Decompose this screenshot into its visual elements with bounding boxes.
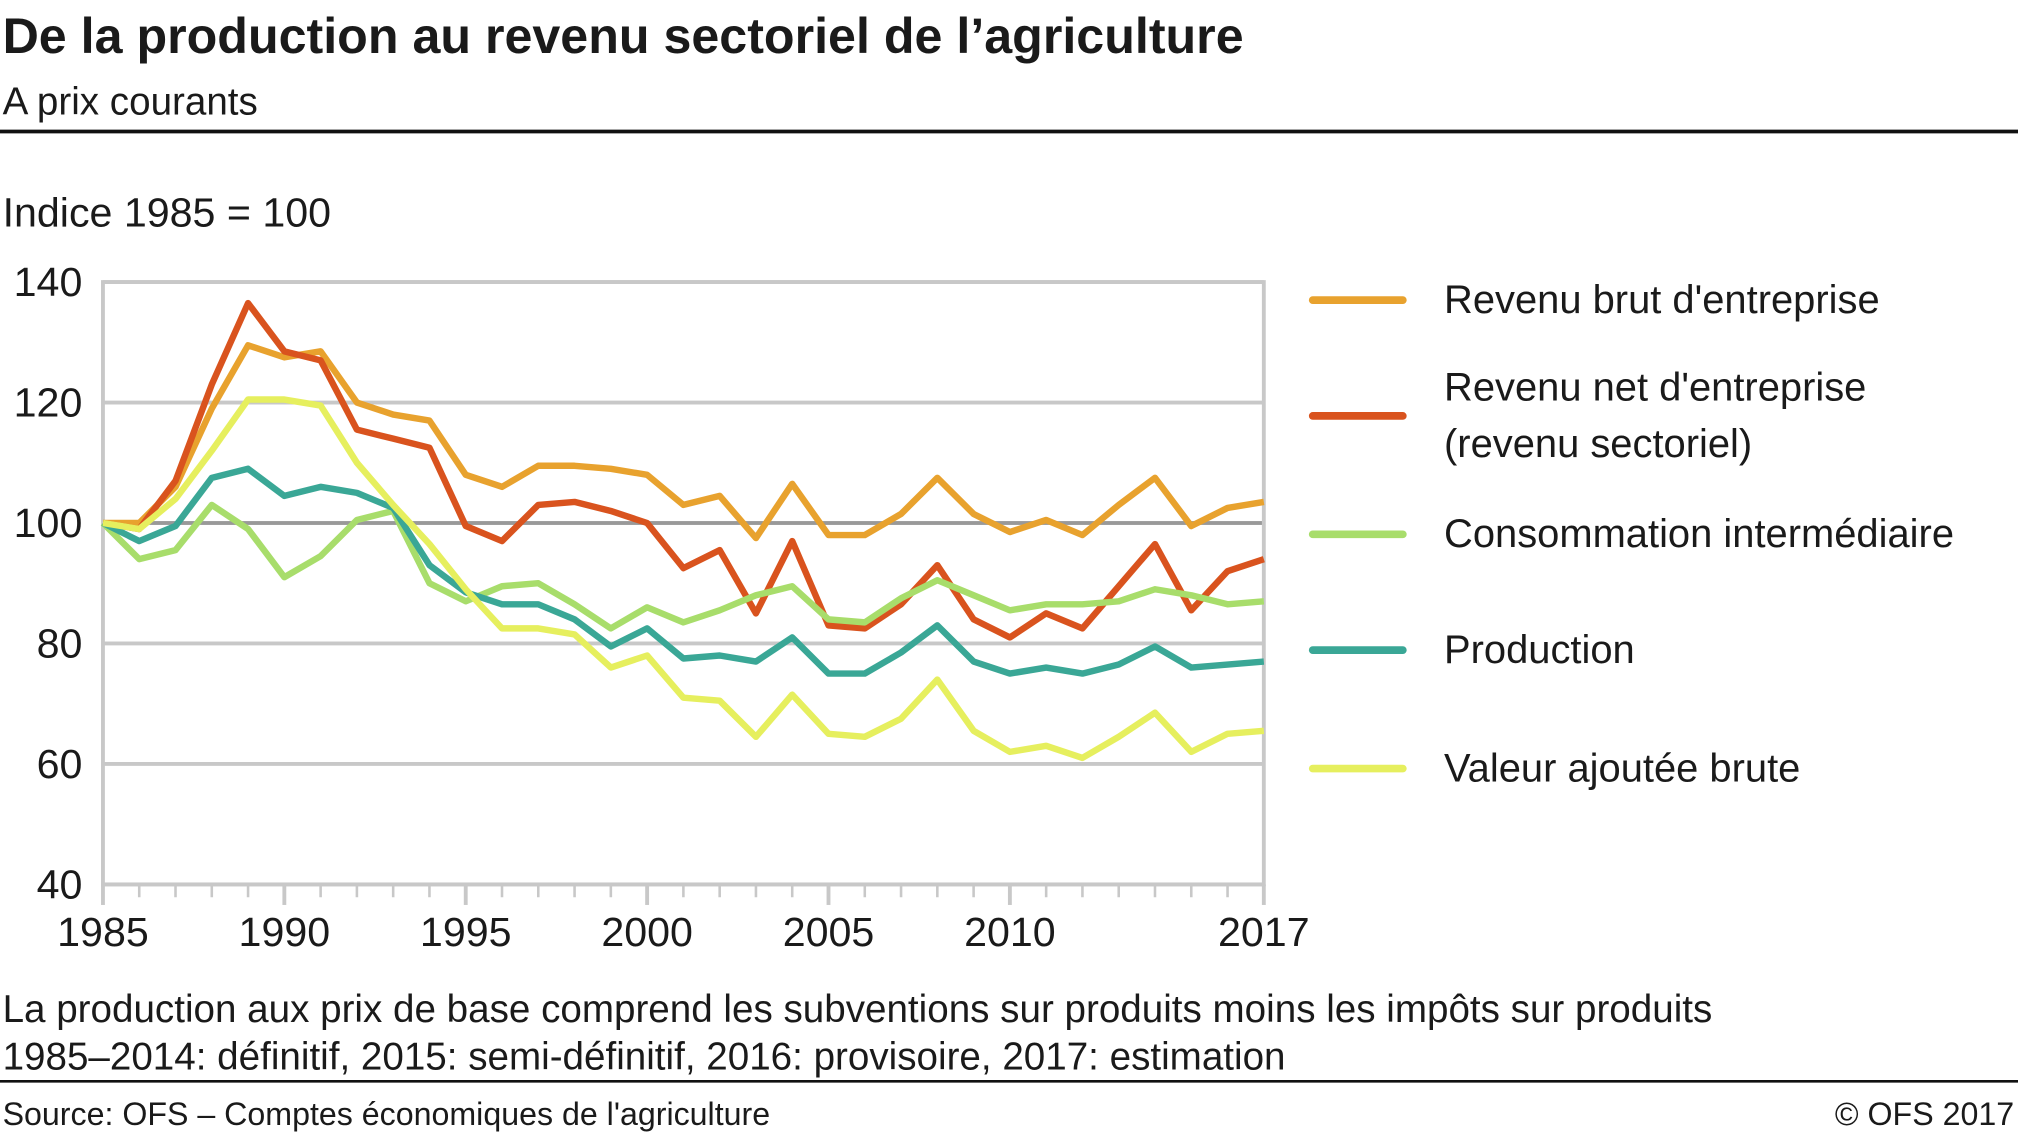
legend-label: Valeur ajoutée brute	[1444, 745, 1801, 791]
note: 1985–2014: définitif, 2015: semi-définit…	[3, 1036, 1286, 1079]
x-tick-label: 1995	[420, 909, 512, 955]
series-line	[101, 465, 1265, 677]
x-tick-label: 2000	[601, 909, 693, 955]
series-line	[102, 396, 1265, 762]
legend-label: Revenu net d'entreprise (revenu sectorie…	[1444, 364, 1867, 467]
y-tick-label: 80	[37, 621, 83, 667]
y-tick-label: 100	[14, 500, 83, 546]
plot-frame	[101, 280, 1266, 887]
legend-entry: Valeur ajoutée brute	[1444, 745, 1801, 791]
series-line	[100, 501, 1265, 632]
series-line	[102, 299, 1265, 641]
x-tick-label: 1990	[239, 909, 331, 955]
legend-label: Revenu brut d'entreprise	[1444, 276, 1880, 322]
x-tick-label: 2010	[964, 909, 1056, 955]
y-tick-label: 60	[37, 741, 83, 787]
legend-entry: Revenu brut d'entreprise	[1444, 276, 1880, 322]
chart-title: De la production au revenu sectoriel de …	[3, 8, 1244, 64]
y-tick-label: 120	[14, 380, 83, 426]
legend-label: Production	[1444, 626, 1635, 673]
x-tick-label: 2017	[1218, 909, 1310, 955]
x-tick-label: 1985	[57, 909, 149, 955]
source: Source: OFS – Comptes économiques de l'a…	[3, 1096, 771, 1132]
chart-subtitle: A prix courants	[3, 81, 258, 124]
x-tick-label: 2005	[783, 909, 875, 955]
note: La production aux prix de base comprend …	[3, 988, 1713, 1031]
legend-label: Consommation intermédiaire	[1444, 511, 1955, 557]
y-tick-label: 40	[37, 862, 83, 908]
legend-entry: Consommation intermédiaire	[1444, 511, 1955, 557]
copyright: © OFS 2017	[1835, 1096, 2014, 1132]
series-line	[102, 342, 1265, 542]
legend-entry: Production	[1444, 626, 1635, 673]
y-tick-label: 140	[14, 259, 83, 305]
legend-entry: Revenu net d'entreprise (revenu sectorie…	[1444, 364, 1867, 467]
y-axis-label: Indice 1985 = 100	[3, 190, 332, 236]
